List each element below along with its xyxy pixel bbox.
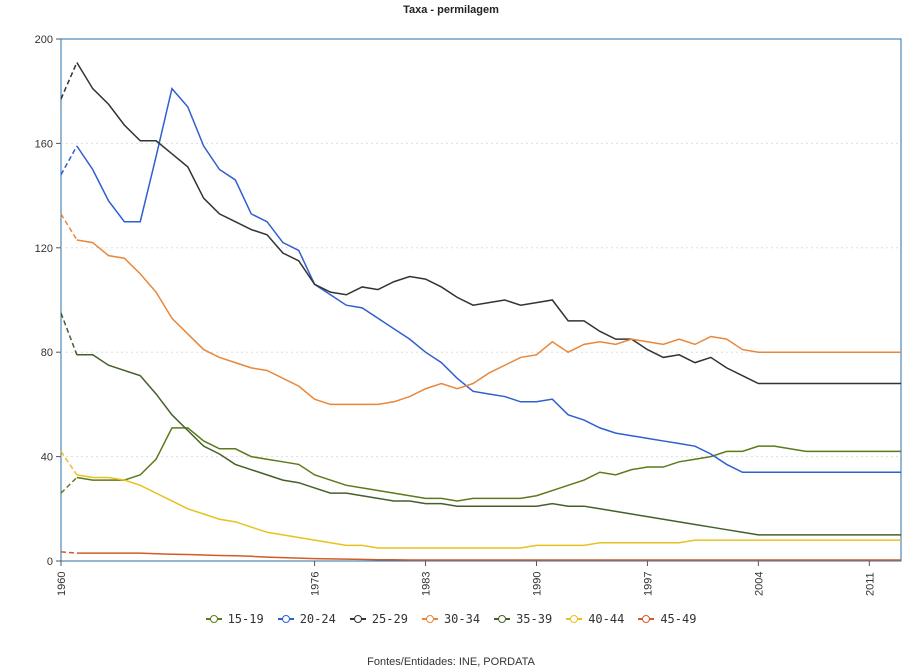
legend-swatch [638, 614, 655, 624]
legend-swatch [277, 614, 294, 624]
legend-swatch [494, 614, 511, 624]
y-tick-label: 160 [35, 138, 53, 150]
series-line-45-49 [76, 552, 901, 561]
series-line-estimated-40-44 [60, 450, 78, 476]
x-tick-label: 1976 [310, 572, 322, 596]
y-tick-label: 120 [35, 243, 53, 255]
legend-label: 30-34 [443, 612, 481, 626]
legend-label: 45-49 [660, 612, 697, 626]
x-tick-label: 1990 [531, 572, 543, 596]
source-note: Fontes/Entidades: INE, PORDATA [367, 656, 535, 668]
series-line-30-34 [76, 239, 901, 406]
legend-label: 20-24 [299, 612, 336, 626]
series-line-35-39 [76, 354, 901, 536]
legend-swatch [566, 614, 583, 624]
legend-label: 40-44 [588, 612, 625, 626]
legend-item: 40-44 [566, 612, 624, 626]
series-line-15-19 [76, 427, 901, 502]
legend-label: 35-39 [516, 612, 553, 626]
chart-title: Taxa - permilagem [403, 4, 499, 16]
series-line-40-44 [76, 474, 901, 549]
legend-item: 20-24 [277, 612, 336, 626]
legend-item: 25-29 [349, 612, 408, 626]
series-line-25-29 [76, 62, 901, 385]
y-tick-label: 80 [41, 347, 53, 359]
legend-item: 15-19 [205, 612, 264, 626]
series-line-estimated-30-34 [60, 213, 78, 241]
x-tick-label: 1983 [421, 572, 433, 596]
legend-swatch [421, 614, 438, 624]
y-tick-label: 40 [41, 452, 53, 464]
x-tick-label: 1960 [56, 572, 68, 596]
series-line-estimated-20-24 [60, 145, 78, 176]
y-tick-label: 0 [47, 556, 53, 568]
legend-item: 45-49 [638, 612, 696, 626]
legend-swatch [349, 614, 366, 624]
x-tick-label: 2011 [864, 572, 876, 596]
x-tick-label: 2004 [753, 572, 765, 596]
legend-label: 25-29 [371, 612, 408, 626]
plot-frame [60, 38, 902, 562]
series-line-estimated-45-49 [60, 551, 77, 554]
series-line-estimated-25-29 [60, 62, 78, 100]
legend-item: 30-34 [421, 612, 481, 626]
x-tick-label: 1997 [642, 572, 654, 596]
series-line-20-24 [76, 86, 901, 474]
series-line-estimated-15-19 [60, 476, 78, 494]
y-tick-label: 200 [35, 34, 53, 46]
legend-swatch [205, 614, 222, 624]
series-line-estimated-35-39 [60, 312, 78, 356]
legend: 15-19 20-24 25-29 30-34 35-39 40-44 45-49 [0, 612, 902, 626]
legend-label: 15-19 [227, 612, 264, 626]
legend-item: 35-39 [494, 612, 552, 626]
